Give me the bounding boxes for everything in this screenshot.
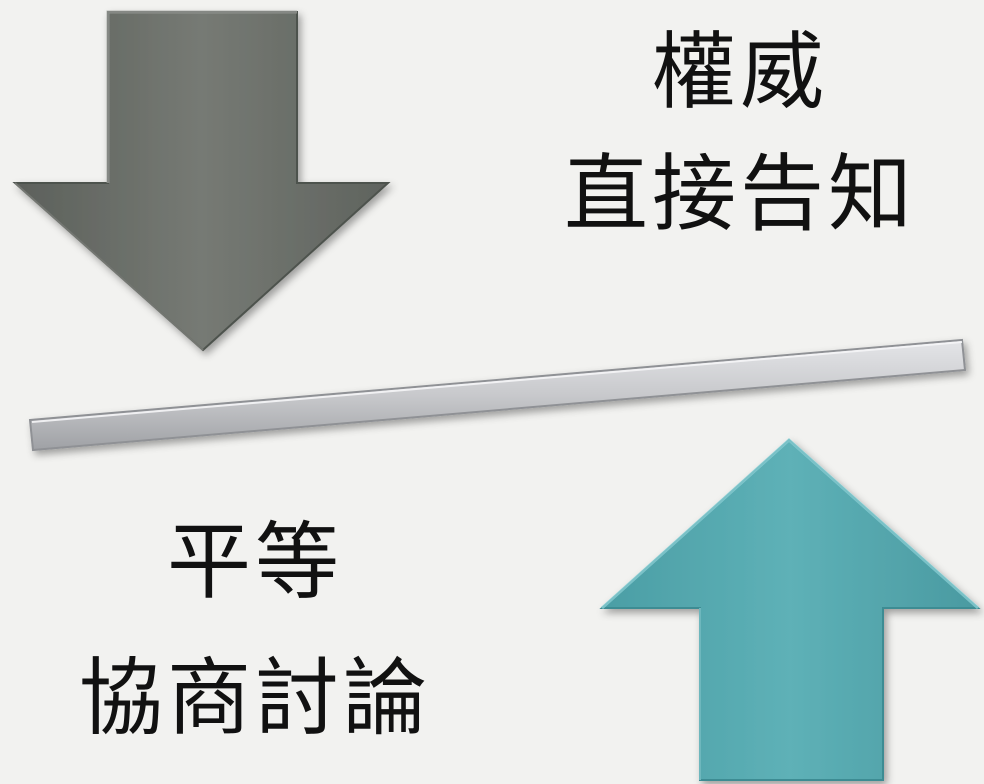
- equality-title: 平等: [166, 513, 343, 611]
- authority-label: 權威 直接告知: [540, 30, 940, 236]
- authority-subtitle: 直接告知: [563, 145, 916, 243]
- arrow-up-icon: [599, 437, 981, 781]
- arrow-down-icon: [12, 10, 391, 352]
- equality-subtitle: 協商討論: [78, 649, 431, 747]
- authority-title: 權威: [651, 23, 828, 121]
- equality-label: 平等 協商討論: [55, 520, 455, 740]
- divider-bar: [28, 338, 967, 452]
